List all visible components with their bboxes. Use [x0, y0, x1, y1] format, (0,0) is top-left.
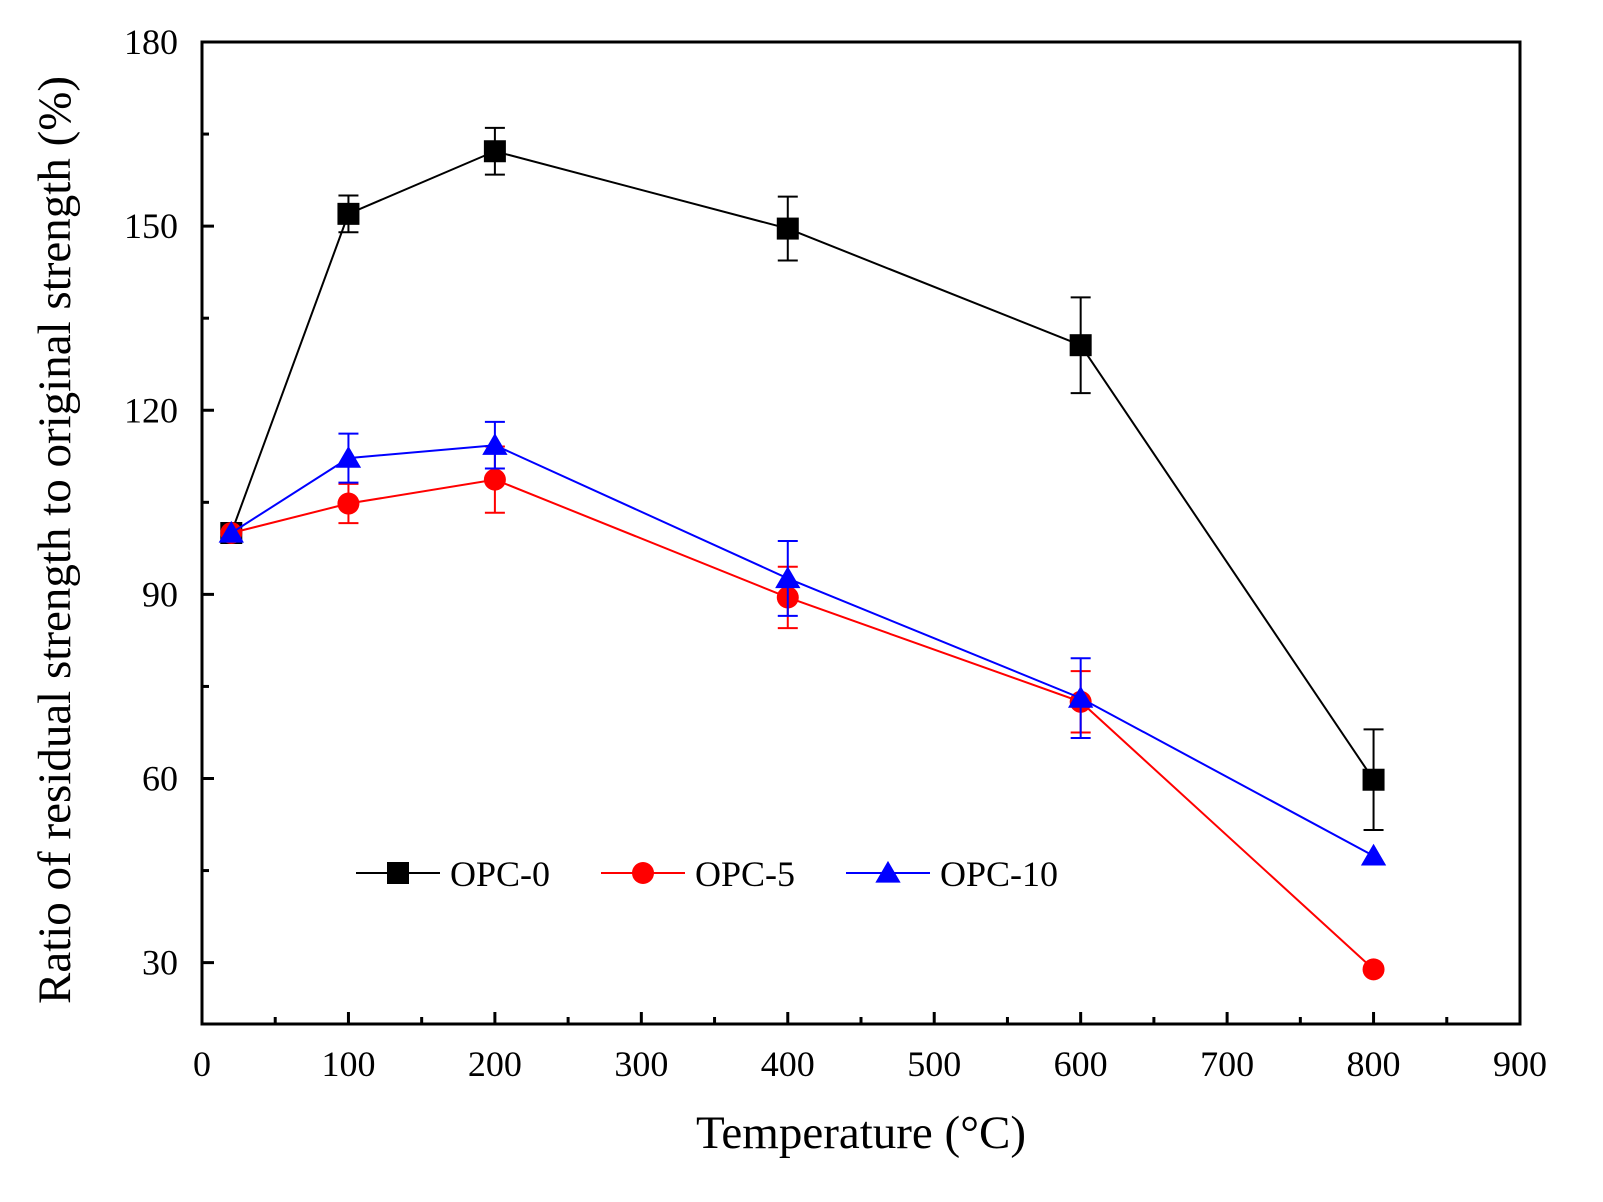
data-point-opc-10	[218, 520, 244, 543]
data-point-opc-10	[1360, 843, 1387, 866]
data-point-opc-0	[1362, 768, 1385, 791]
data-point-opc-10	[1068, 685, 1094, 708]
x-tick-label: 900	[1493, 1044, 1547, 1084]
x-tick-label: 700	[1200, 1044, 1254, 1084]
legend-item-opc-0: OPC-0	[356, 854, 550, 894]
data-point-opc-10	[775, 566, 801, 589]
data-point-opc-10	[335, 446, 362, 468]
series-line-opc-5	[231, 478, 1375, 971]
legend-marker	[387, 862, 409, 884]
y-axis-title: Ratio of residual strength to original s…	[29, 76, 81, 1004]
legend-label: OPC-0	[450, 854, 550, 894]
data-point-opc-0	[1069, 334, 1092, 357]
legend-marker	[875, 860, 901, 883]
x-tick-label: 200	[468, 1044, 522, 1084]
legend-label: OPC-5	[695, 854, 795, 894]
x-tick-label: 400	[761, 1044, 815, 1084]
data-point-opc-0	[776, 217, 799, 240]
data-point-opc-0	[483, 140, 506, 163]
x-tick-label: 100	[321, 1044, 375, 1084]
series-opc-10	[218, 420, 1387, 866]
series-opc-5	[220, 445, 1385, 981]
legend-item-opc-10: OPC-10	[846, 854, 1058, 894]
x-tick-label: 500	[907, 1044, 961, 1084]
data-point-opc-5	[337, 492, 360, 515]
series-line-opc-0	[230, 150, 1375, 781]
y-tick-label: 150	[124, 206, 178, 246]
x-tick-label: 300	[614, 1044, 668, 1084]
legend-item-opc-5: OPC-5	[601, 854, 795, 894]
y-tick-label: 90	[142, 574, 178, 614]
y-tick-label: 60	[142, 759, 178, 799]
x-axis-title: Temperature (°C)	[696, 1107, 1026, 1159]
y-tick-label: 120	[124, 390, 178, 430]
x-tick-label: 0	[193, 1044, 211, 1084]
legend: OPC-0 OPC-5 OPC-10	[356, 854, 1058, 894]
data-point-opc-5	[1362, 958, 1385, 981]
data-point-opc-10	[482, 433, 508, 455]
x-tick-label: 600	[1054, 1044, 1108, 1084]
series-line-opc-10	[230, 444, 1375, 857]
x-tick-label: 800	[1347, 1044, 1401, 1084]
data-point-opc-5	[483, 468, 506, 491]
series-opc-0	[220, 126, 1385, 832]
legend-label: OPC-10	[940, 854, 1058, 894]
data-point-opc-0	[337, 202, 360, 225]
y-tick-label: 30	[142, 943, 178, 983]
y-tick-label: 180	[124, 22, 178, 62]
legend-marker	[632, 862, 654, 884]
